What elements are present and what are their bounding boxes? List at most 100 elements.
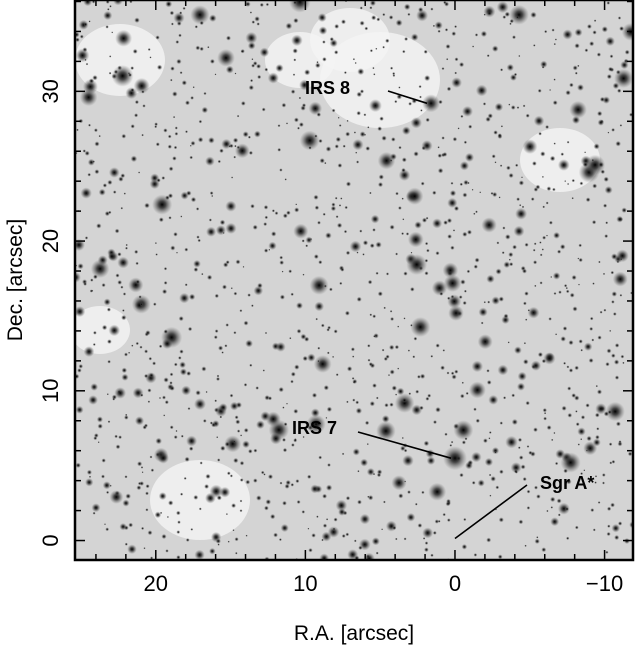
star xyxy=(611,353,616,359)
star xyxy=(583,441,598,456)
star xyxy=(389,159,393,162)
star xyxy=(552,272,561,280)
star xyxy=(565,286,568,290)
star xyxy=(185,100,190,106)
star xyxy=(243,427,249,433)
star xyxy=(401,197,404,200)
star xyxy=(437,153,443,158)
star xyxy=(305,244,309,248)
star xyxy=(446,86,452,92)
star xyxy=(377,182,384,188)
star xyxy=(501,251,505,255)
star xyxy=(562,29,573,40)
star xyxy=(165,549,169,553)
star xyxy=(530,451,536,457)
star xyxy=(622,361,625,365)
star xyxy=(559,244,566,250)
star xyxy=(560,336,566,342)
star xyxy=(605,550,609,554)
star xyxy=(170,66,175,71)
star xyxy=(596,389,603,395)
star xyxy=(196,235,200,239)
star xyxy=(550,276,553,278)
star xyxy=(211,194,214,198)
star xyxy=(619,293,623,297)
x-tick-label: 0 xyxy=(449,571,461,596)
star xyxy=(325,484,333,491)
star xyxy=(598,161,604,168)
star xyxy=(424,271,429,276)
star xyxy=(588,358,594,363)
star xyxy=(462,231,468,237)
star xyxy=(80,187,92,199)
star xyxy=(277,124,281,128)
star xyxy=(215,225,226,236)
star xyxy=(325,518,329,521)
star xyxy=(135,341,139,346)
star xyxy=(108,324,121,337)
star xyxy=(117,280,123,285)
star xyxy=(571,197,574,200)
star xyxy=(382,45,385,49)
star xyxy=(242,265,245,268)
star xyxy=(450,245,455,250)
star xyxy=(543,352,556,365)
star xyxy=(264,505,269,511)
star xyxy=(90,259,110,279)
star xyxy=(574,43,580,49)
star xyxy=(227,540,230,543)
star xyxy=(367,358,371,362)
star xyxy=(608,66,613,72)
star xyxy=(517,446,521,450)
star xyxy=(268,248,271,251)
star xyxy=(503,261,511,269)
star xyxy=(331,202,336,207)
star xyxy=(190,140,196,146)
star xyxy=(372,66,375,70)
star xyxy=(251,58,254,61)
star xyxy=(128,73,132,77)
star xyxy=(395,252,399,256)
star xyxy=(155,253,158,256)
star xyxy=(389,310,393,313)
y-tick-label: 30 xyxy=(38,79,63,103)
star xyxy=(313,254,319,260)
star xyxy=(107,8,110,11)
star xyxy=(551,438,554,442)
star xyxy=(485,116,491,123)
star xyxy=(217,49,235,67)
star xyxy=(247,135,251,139)
star xyxy=(355,407,363,414)
star xyxy=(371,537,380,546)
star xyxy=(219,148,224,154)
star xyxy=(114,387,127,399)
star xyxy=(609,54,614,59)
star xyxy=(488,394,499,405)
star xyxy=(594,481,597,484)
star xyxy=(117,256,130,269)
star xyxy=(109,5,112,8)
star xyxy=(518,519,524,525)
star xyxy=(308,548,313,553)
star xyxy=(383,306,387,310)
star xyxy=(381,415,390,423)
star xyxy=(440,365,445,371)
star xyxy=(194,398,206,411)
star xyxy=(102,183,108,188)
star xyxy=(520,464,526,470)
star xyxy=(478,307,488,317)
star xyxy=(459,472,464,478)
star xyxy=(471,451,482,463)
star xyxy=(267,396,273,401)
star xyxy=(333,517,338,522)
star xyxy=(402,49,406,54)
star xyxy=(90,383,99,391)
star xyxy=(220,445,226,451)
star xyxy=(257,74,262,80)
star xyxy=(474,257,480,263)
star xyxy=(518,455,524,460)
star xyxy=(152,361,157,366)
star xyxy=(111,31,114,34)
star xyxy=(553,42,556,46)
star xyxy=(424,547,429,553)
